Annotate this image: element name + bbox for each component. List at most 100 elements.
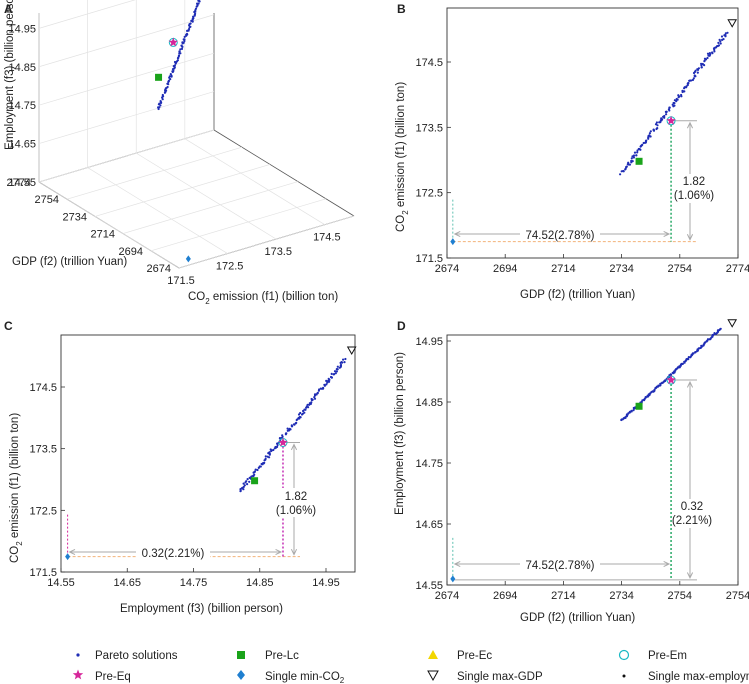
legend-pareto-label: Pareto solutions [95,650,178,662]
panel-c-max-gdp-marker [346,346,357,356]
panel-c-pareto-point [272,448,275,452]
panel-a-gdp-tick: 2694 [119,246,143,258]
legend-pre-lc-label: Pre-Lc [265,650,299,662]
panel-d-pareto-point [692,352,695,355]
panel-a-co2-tick: 172.5 [216,261,244,273]
panel-b-pareto-point [636,149,639,152]
panel-d-ylabel: Employment (f3) (billion person) [394,352,406,515]
panel-c-pareto-point [303,411,306,414]
panel-c-v-annot-1: 1.82 [285,491,307,503]
panel-b-pareto-point [663,114,666,118]
panel-c-ytick-label: 173.5 [29,444,57,456]
panel-b-pareto-point [622,169,625,173]
panel-a-pareto-point [178,50,181,53]
panel-c-pareto-point [304,408,307,411]
panel-d-xtick-label: 2754 [668,590,692,602]
panel-d-ytick-label: 14.75 [415,458,443,470]
panel-d-xtick-label: 2714 [551,590,575,602]
panel-c-frame [60,334,356,573]
panel-b-xtick-label: 2674 [435,263,459,275]
panel-a-label: A [4,2,13,16]
panel-c-v-annot-2: (1.06%) [276,505,316,517]
legend-pre-em-marker [618,649,630,661]
panel-c-pareto-point [318,388,321,391]
panel-b-pareto-point [717,41,720,45]
panel-a-gridline [38,0,136,29]
panel-c-xtick-label: 14.95 [312,577,340,589]
panel-c-pareto-point [270,449,273,452]
legend-pre-ec-label: Pre-Ec [457,650,492,662]
panel-b-pareto-point [709,53,712,56]
panel-d-v-annot-1: 0.32 [681,501,703,513]
panel-c-pareto-point [268,456,271,459]
panel-a-gridline [150,198,327,252]
panel-b-pareto-point [624,167,627,170]
panel-d-annotations: 74.52(2.78%) 0.32 (2.21%) [452,379,712,581]
panel-b-pareto-point [665,110,668,113]
panel-b-pareto-point [656,127,659,130]
panel-c-ytick-label: 171.5 [29,567,57,579]
panel-b-pareto-point [700,62,703,65]
panel-c-pareto-point [253,470,256,473]
legend-pre-eq-marker [72,669,84,680]
legend-min-co2-label: Single min-CO2 [265,671,345,684]
panel-c-pareto-point [253,473,256,476]
panel-d-pareto-point [669,373,672,376]
panel-a-gridline [94,164,271,217]
panel-a-gridline [136,152,277,240]
legend-min-co2-marker [237,670,245,680]
panel-a-emp-tick: 14.85 [8,62,36,74]
panel-d-ytick-label: 14.65 [415,519,443,531]
panel-c-pareto-point [299,411,302,415]
panel-b-pareto-point [683,90,686,93]
panel-c-pre-lc-marker [251,477,259,485]
panel-b-h-arrow-head [453,230,461,238]
panel-b-pareto-point [703,60,706,63]
panel-b-pareto-point [673,104,676,107]
panel-d-label: D [397,319,406,333]
panel-c-pareto-point [276,445,279,448]
panel-b-pareto-point [636,151,639,154]
panel-c-pareto-point [295,421,298,424]
panel-c-pareto-point [310,401,313,404]
panel-c-pareto-point [322,386,325,389]
panel-b-pareto-point [722,38,725,41]
panel-b-pareto-point [672,101,675,105]
panel-a-emp-tick: 14.65 [8,139,36,151]
panel-c-v-annot-bg [278,488,314,517]
panel-a-pre-eq-marker [168,37,178,47]
panel-a-pareto-point [161,93,164,97]
panel-d-pre-eq-marker [666,375,676,385]
panel-a-pareto-point [194,12,197,15]
panel-c: C 14.55 14.65 14.75 14.85 14.95 171.5 172.5 173… [4,319,357,615]
panel-d-xtick-label: 2734 [609,590,633,602]
panel-c-pareto-point [330,376,333,379]
panel-a-grid [38,0,355,269]
panel-b-pareto-point [701,62,704,66]
panel-b-pareto-point [668,106,671,109]
panel-c-pareto-point [242,482,245,485]
panel-c-pareto-point [316,392,319,395]
panel-a-gridline [38,91,215,144]
panel-c-h-annot-bg [136,545,210,559]
panel-c-pareto-point [246,478,249,481]
panel-b-pareto-point [665,113,668,116]
panel-a-gdp-tick: 2714 [91,229,115,241]
panel-a-pareto-point [180,47,184,51]
panel-b-pareto-point [627,161,630,164]
panel-b-pareto-point [631,160,634,163]
panel-c-pareto-point [254,468,257,471]
panel-c-pareto-point [263,461,266,464]
panel-c-ylabel: CO2 emission (f1) (billion ton) [9,413,24,563]
panel-b-xtick-label: 2714 [551,263,575,275]
panel-c-pareto-point [288,427,291,430]
panel-a-emp-tick: 14.75 [8,100,36,112]
panel-c-min-co2-marker [65,553,71,561]
panel-c-pareto-point [286,427,289,430]
panel-b-pareto-point [720,35,724,38]
panel-a-pareto-point [159,100,162,103]
panel-c-pareto-point [245,480,248,483]
panel-b-pareto-point [649,130,652,133]
panel-d-h-arrow-head [663,560,671,568]
